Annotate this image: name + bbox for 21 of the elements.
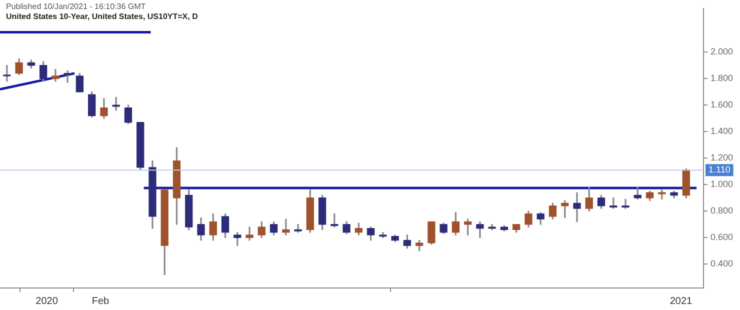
y-tick-label: 1.200	[710, 152, 734, 163]
candlestick	[573, 192, 581, 222]
ref-line-label: 1.110	[708, 164, 730, 175]
x-tick-label: 2020	[36, 296, 58, 307]
y-tick-label: 1.800	[710, 73, 734, 84]
y-tick-label: 1.400	[710, 126, 734, 136]
y-tick-label: 2.000	[710, 46, 734, 57]
y-tick-label: 1.600	[710, 100, 734, 110]
y-tick-label: 0.400	[710, 258, 734, 269]
candlestick	[3, 65, 11, 82]
chart-subtitle: Published 10/Jan/2021 - 16:10:36 GMT	[6, 2, 146, 11]
y-tick-label: 0.600	[710, 232, 734, 242]
candlestick	[294, 224, 302, 233]
candlestick	[64, 70, 72, 83]
candlestick	[246, 226, 254, 241]
candlestick	[622, 198, 630, 209]
text: United States 10-Year, United States, US10YT=X, D	[6, 12, 198, 21]
x-tick-label: Feb	[92, 296, 110, 307]
x-tick-label: 2021	[670, 296, 693, 307]
y-tick-label: 0.800	[710, 206, 734, 216]
y-tick-label: 1.000	[710, 179, 734, 190]
